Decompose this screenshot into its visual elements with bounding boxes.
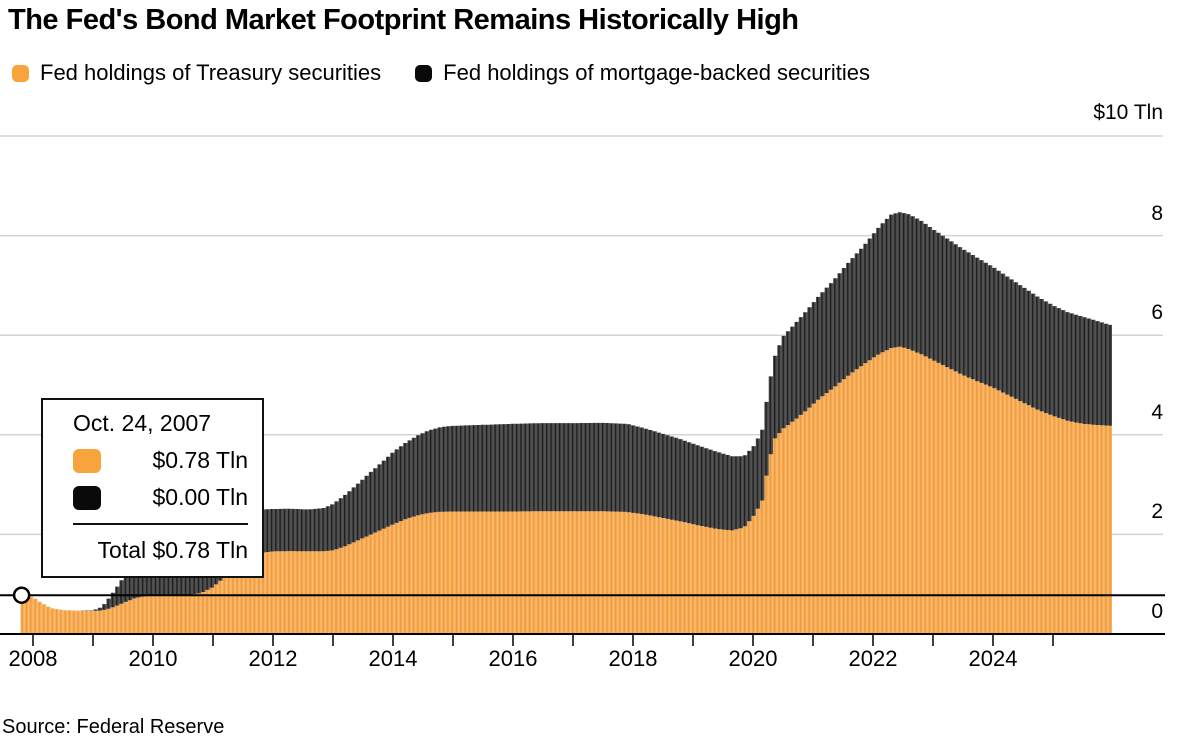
hover-point-marker[interactable] bbox=[14, 588, 29, 603]
x-axis-label: 2016 bbox=[489, 646, 538, 672]
x-axis-label: 2022 bbox=[849, 646, 898, 672]
y-axis-label: 0 bbox=[1151, 599, 1163, 625]
tooltip-date: Oct. 24, 2007 bbox=[73, 410, 248, 437]
y-axis-label: 6 bbox=[1151, 300, 1163, 326]
tooltip-mbs-value: $0.00 Tln bbox=[101, 484, 248, 511]
chart-canvas[interactable] bbox=[0, 0, 1182, 747]
y-axis-label: 8 bbox=[1151, 201, 1163, 227]
tooltip-row-treasury: $0.78 Tln bbox=[73, 447, 248, 474]
x-axis-label: 2020 bbox=[729, 646, 778, 672]
tooltip-mbs-swatch-icon bbox=[73, 486, 101, 510]
x-axis-label: 2014 bbox=[369, 646, 418, 672]
x-axis-ticks bbox=[33, 635, 1053, 646]
source-attribution: Source: Federal Reserve bbox=[2, 716, 224, 739]
tooltip-total: Total $0.78 Tln bbox=[73, 537, 248, 564]
tooltip: Oct. 24, 2007 $0.78 Tln $0.00 Tln Total … bbox=[41, 398, 264, 578]
x-axis-label: 2012 bbox=[249, 646, 298, 672]
tooltip-row-mbs: $0.00 Tln bbox=[73, 484, 248, 511]
tooltip-treasury-value: $0.78 Tln bbox=[101, 447, 248, 474]
x-axis-label: 2010 bbox=[129, 646, 178, 672]
y-axis-label: 4 bbox=[1151, 400, 1163, 426]
tooltip-divider bbox=[73, 523, 248, 525]
tooltip-treasury-swatch-icon bbox=[73, 449, 101, 473]
x-axis-label: 2008 bbox=[9, 646, 58, 672]
x-axis-label: 2018 bbox=[609, 646, 658, 672]
y-axis-label: 2 bbox=[1151, 499, 1163, 525]
x-axis-label: 2024 bbox=[969, 646, 1018, 672]
